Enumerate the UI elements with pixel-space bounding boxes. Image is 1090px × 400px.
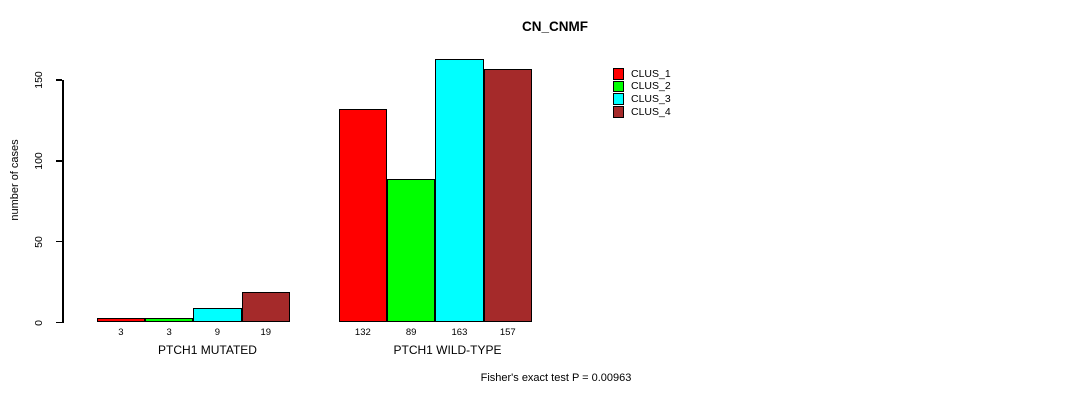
bar-value-clus-3-ptch1-wild-type: 163 — [451, 326, 468, 338]
bar-clus-4-ptch1-mutated — [241, 291, 290, 323]
y-axis-tick — [55, 240, 62, 243]
footnote: Fisher's exact test P = 0.00963 — [480, 371, 632, 384]
bar-clus-4-ptch1-wild-type — [483, 68, 532, 323]
bar-value-clus-1-ptch1-wild-type: 132 — [354, 326, 371, 338]
legend-swatch-clus-1 — [612, 68, 624, 80]
y-axis-tick-label: 0 — [33, 319, 45, 326]
legend-swatch-clus-4 — [612, 106, 624, 118]
bar-value-clus-3-ptch1-mutated: 9 — [214, 326, 221, 338]
bar-clus-2-ptch1-wild-type — [387, 178, 436, 323]
bar-value-clus-4-ptch1-mutated: 19 — [260, 326, 272, 338]
y-axis-title: number of cases — [9, 139, 21, 221]
bar-clus-3-ptch1-wild-type — [435, 58, 484, 323]
legend-swatch-clus-2 — [612, 80, 624, 93]
bar-clus-1-ptch1-mutated — [96, 317, 145, 323]
legend-label-clus-4: CLUS_4 — [631, 105, 671, 118]
bar-value-clus-1-ptch1-mutated: 3 — [118, 326, 124, 338]
bar-clus-1-ptch1-wild-type — [338, 109, 387, 323]
y-axis-tick-label: 50 — [33, 235, 45, 248]
y-axis-tick-label: 150 — [33, 71, 45, 89]
bar-value-clus-2-ptch1-mutated: 3 — [166, 326, 172, 338]
y-axis-tick — [55, 160, 62, 162]
y-axis-line — [62, 79, 64, 323]
category-label-ptch1-wild-type: PTCH1 WILD-TYPE — [393, 342, 502, 357]
legend-label-clus-2: CLUS_2 — [631, 80, 671, 93]
legend-label-clus-1: CLUS_1 — [631, 67, 671, 80]
bar-clus-3-ptch1-mutated — [193, 307, 242, 323]
bar-value-clus-2-ptch1-wild-type: 89 — [405, 326, 417, 338]
y-axis-tick-label: 100 — [33, 152, 45, 170]
legend-label-clus-3: CLUS_3 — [631, 92, 671, 105]
y-axis-tick — [55, 79, 62, 81]
bar-value-clus-4-ptch1-wild-type: 157 — [499, 326, 516, 338]
category-label-ptch1-mutated: PTCH1 MUTATED — [158, 342, 257, 357]
bar-clus-2-ptch1-mutated — [145, 317, 194, 323]
chart-title: CN_CNMF — [522, 19, 588, 34]
y-axis-tick — [55, 321, 62, 324]
legend-swatch-clus-3 — [612, 93, 624, 105]
